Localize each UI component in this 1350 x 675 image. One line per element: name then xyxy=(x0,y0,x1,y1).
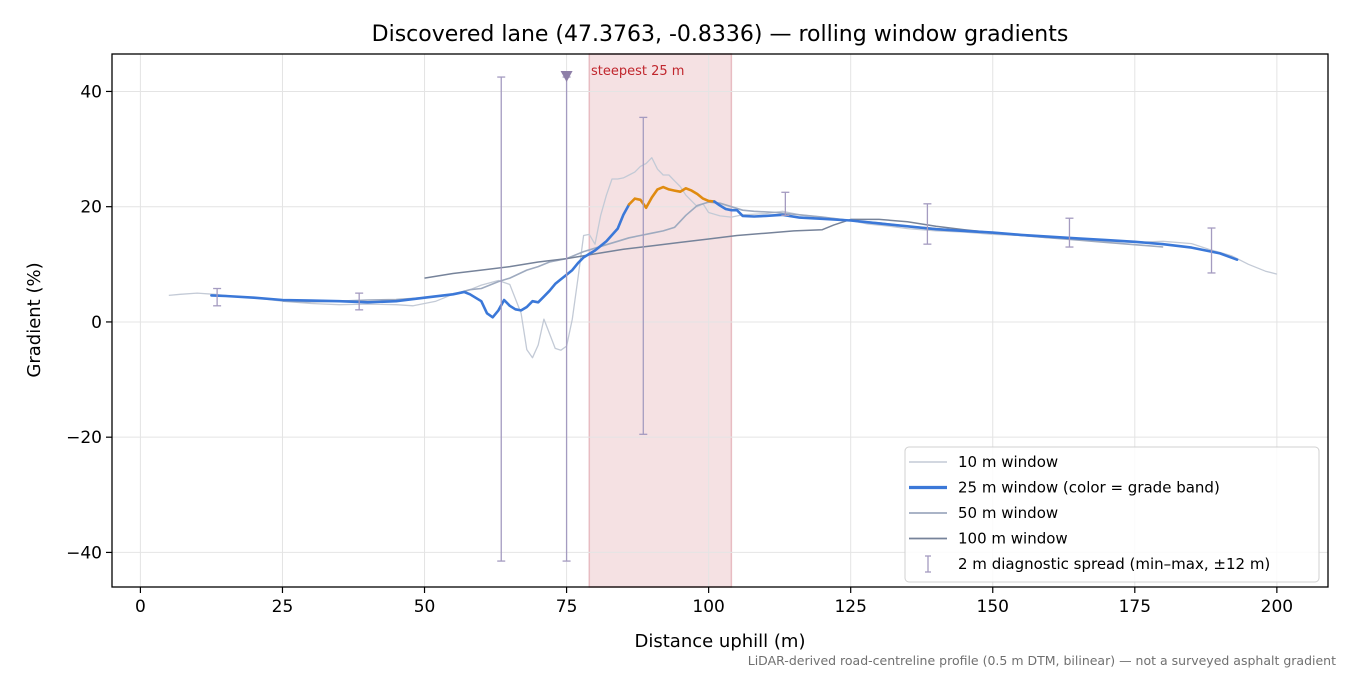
errorbar xyxy=(923,203,932,245)
errorbar-group xyxy=(213,76,1216,562)
errorbar xyxy=(639,116,648,435)
footnote: LiDAR-derived road-centreline profile (0… xyxy=(748,653,1336,668)
legend-label: 50 m window xyxy=(958,504,1058,522)
x-tick-label: 175 xyxy=(1119,597,1151,617)
legend-box xyxy=(904,446,1320,583)
legend-item: 2 m diagnostic spread (min–max, ±12 m) xyxy=(925,555,1270,573)
errorbar xyxy=(781,191,790,216)
errorbar xyxy=(1207,227,1216,274)
errorbar xyxy=(497,76,506,562)
series-group xyxy=(168,157,1278,359)
chart-title: Discovered lane (47.3763, -0.8336) — rol… xyxy=(372,22,1069,47)
x-tick-label: 100 xyxy=(692,597,724,617)
y-tick-label: 40 xyxy=(80,82,102,102)
plot-frame xyxy=(111,53,1329,588)
errorbar xyxy=(213,287,222,307)
x-axis-label: Distance uphill (m) xyxy=(635,631,806,652)
y-tick-label: 0 xyxy=(91,313,102,333)
x-tick-label: 25 xyxy=(272,597,294,617)
axes: 0 25 50 75 100 125 150 175 200 −40 −20 0 20 40 xyxy=(66,82,1293,617)
y-tick-label: −40 xyxy=(66,543,102,563)
legend-item: 100 m window xyxy=(909,530,1068,548)
x-tick-label: 0 xyxy=(135,597,146,617)
errorbar xyxy=(1065,217,1074,248)
x-tick-label: 200 xyxy=(1261,597,1293,617)
y-tick-label: 20 xyxy=(80,198,102,218)
x-tick-label: 125 xyxy=(834,597,866,617)
series-100-m-line xyxy=(424,218,993,279)
legend-label: 2 m diagnostic spread (min–max, ±12 m) xyxy=(958,555,1270,573)
steepest-band xyxy=(588,53,733,588)
legend-label: 25 m window (color = grade band) xyxy=(958,479,1220,497)
steepest-highlight xyxy=(588,53,733,588)
marker-group xyxy=(560,71,573,83)
legend-item: 50 m window xyxy=(909,504,1058,522)
legend-item: 25 m window (color = grade band) xyxy=(909,479,1220,497)
series-25-m-after-line xyxy=(712,200,1239,262)
y-tick-label: −20 xyxy=(66,428,102,448)
steepest-marker-icon xyxy=(560,71,573,83)
x-tick-label: 75 xyxy=(556,597,578,617)
series-25-m-before-line xyxy=(210,203,631,319)
errorbar xyxy=(355,292,364,311)
legend: 10 m window 25 m window (color = grade ba… xyxy=(904,446,1320,583)
legend-item: 10 m window xyxy=(909,453,1058,471)
x-tick-label: 50 xyxy=(414,597,436,617)
legend-label: 100 m window xyxy=(958,530,1068,548)
highlight-label: steepest 25 m xyxy=(591,64,684,79)
x-tick-label: 150 xyxy=(977,597,1009,617)
y-axis-label: Gradient (%) xyxy=(24,262,45,377)
legend-label: 10 m window xyxy=(958,453,1058,471)
